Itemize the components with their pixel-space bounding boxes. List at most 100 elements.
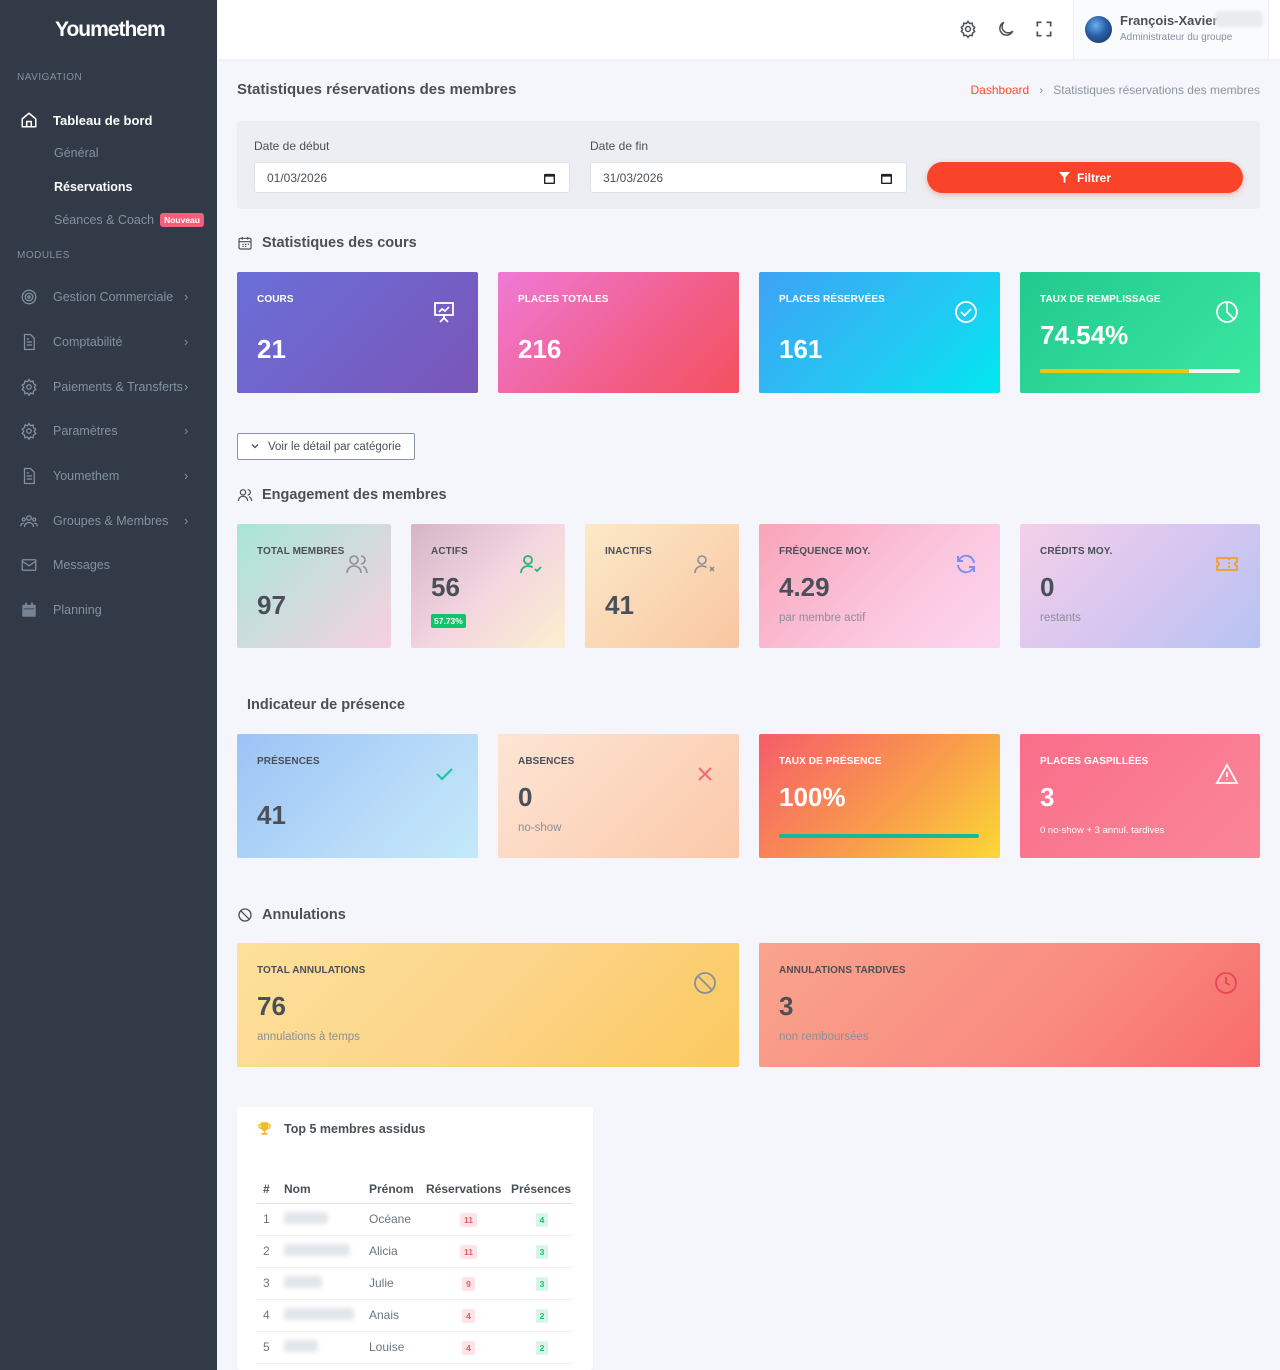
calendar-icon — [238, 237, 252, 250]
stat-card-inactifs: INACTIFS 41 — [585, 524, 739, 648]
sidebar-sub-reservations[interactable]: Réservations — [54, 180, 133, 194]
filter-button-label: Filtrer — [1076, 170, 1111, 185]
col-presences: Présences — [511, 1175, 573, 1204]
section-title-text: Statistiques des cours — [262, 235, 417, 251]
sidebar-sub-seances[interactable]: Séances & Coach Nouveau — [54, 213, 204, 227]
fill-rate-progress — [1040, 369, 1240, 373]
sidebar-item-dashboard[interactable]: Tableau de bord — [0, 105, 217, 135]
chevron-right-icon: › — [184, 423, 189, 438]
chevron-down-icon — [251, 444, 259, 449]
calendar-icon[interactable] — [881, 173, 892, 184]
stat-card-total-annulations: TOTAL ANNULATIONS 76 annulations à temps — [237, 943, 739, 1067]
redacted-name — [284, 1307, 354, 1320]
presences-cell: 2 — [511, 1331, 573, 1364]
sidebar-item-parametres[interactable]: Paramètres › — [0, 416, 217, 446]
ticket-icon — [1216, 557, 1238, 571]
breadcrumb-dashboard-link[interactable]: Dashboard — [970, 83, 1030, 97]
users-icon — [20, 512, 38, 530]
ban-icon — [238, 908, 252, 922]
sidebar: Youmethem NAVIGATION Tableau de bord Gén… — [0, 0, 217, 1370]
table-row: 4 Anais 4 2 — [257, 1299, 573, 1332]
table-row: 5 Louise 4 2 — [257, 1331, 573, 1364]
settings-icon[interactable] — [958, 19, 978, 39]
new-badge: Nouveau — [160, 213, 204, 227]
stat-label: ACTIFS — [431, 546, 468, 557]
filter-panel: Date de début 01/03/2026 Date de fin 31/… — [237, 121, 1260, 209]
nom-cell — [284, 1203, 369, 1236]
home-icon — [20, 111, 38, 129]
mail-icon — [20, 556, 38, 574]
presences-badge: 4 — [535, 1212, 549, 1227]
stat-label: FRÉQUENCE MOY. — [779, 546, 871, 557]
sidebar-item-label: Planning — [53, 603, 102, 617]
fullscreen-icon[interactable] — [1034, 19, 1054, 39]
sidebar-item-groupes-membres[interactable]: Groupes & Membres › — [0, 506, 217, 536]
category-detail-toggle[interactable]: Voir le détail par catégorie — [237, 433, 415, 460]
rank-cell: 2 — [257, 1235, 284, 1268]
presence-progress-bar — [779, 834, 979, 838]
filter-icon — [1058, 172, 1070, 183]
presences-badge: 2 — [535, 1308, 549, 1323]
start-date-input[interactable]: 01/03/2026 — [254, 162, 570, 193]
end-date-input[interactable]: 31/03/2026 — [590, 162, 907, 193]
trophy-icon — [258, 1122, 271, 1135]
reservations-badge: 9 — [462, 1276, 475, 1291]
app-logo[interactable]: Youmethem — [55, 18, 166, 41]
sidebar-sub-general[interactable]: Général — [54, 146, 99, 160]
stat-value: 161 — [779, 334, 823, 364]
refresh-icon — [957, 554, 975, 574]
stat-label: INACTIFS — [605, 546, 652, 557]
users-icon — [237, 489, 253, 502]
reservations-badge: 11 — [460, 1244, 477, 1259]
nom-cell — [284, 1331, 369, 1364]
presences-cell: 2 — [511, 1299, 573, 1332]
dark-mode-icon[interactable] — [996, 19, 1016, 39]
close-icon — [698, 767, 712, 781]
gear-icon — [20, 422, 38, 440]
calendar-icon[interactable] — [544, 173, 555, 184]
rank-cell: 4 — [257, 1299, 284, 1332]
chevron-right-icon: › — [184, 334, 189, 349]
page-title: Statistiques réservations des membres — [237, 81, 517, 98]
stat-value: 3 — [1040, 782, 1055, 812]
redacted-name — [284, 1243, 350, 1256]
presences-badge: 3 — [535, 1276, 549, 1291]
user-menu[interactable]: François-Xavier Administrateur du groupe — [1073, 0, 1269, 59]
stat-card-presences: PRÉSENCES 41 — [237, 734, 478, 858]
stat-value: 21 — [257, 334, 286, 364]
sidebar-item-gestion-commerciale[interactable]: Gestion Commerciale › — [0, 282, 217, 312]
user-x-icon — [694, 555, 715, 574]
reservations-cell: 11 — [426, 1203, 511, 1236]
sidebar-item-comptabilite[interactable]: Comptabilité › — [0, 327, 217, 357]
presentation-icon — [434, 302, 454, 323]
sidebar-item-label: Messages — [53, 558, 110, 572]
users-icon — [346, 555, 368, 574]
breadcrumb-current: Statistiques réservations des membres — [1053, 83, 1260, 97]
reservations-cell: 4 — [426, 1299, 511, 1332]
stat-label: TOTAL ANNULATIONS — [257, 965, 366, 976]
presences-cell: 3 — [511, 1267, 573, 1300]
stat-label: ANNULATIONS TARDIVES — [779, 965, 906, 976]
prenom-cell: Louise — [369, 1331, 426, 1364]
stat-label: TAUX DE REMPLISSAGE — [1040, 294, 1161, 305]
sidebar-item-paiements[interactable]: Paiements & Transferts › — [0, 372, 217, 402]
reservations-cell: 11 — [426, 1235, 511, 1268]
section-courses-title: Statistiques des cours — [237, 235, 417, 251]
stat-card-total-membres: TOTAL MEMBRES 97 — [237, 524, 391, 648]
sidebar-item-messages[interactable]: Messages — [0, 550, 217, 580]
presences-badge: 2 — [535, 1340, 549, 1355]
breadcrumb: Dashboard › Statistiques réservations des … — [971, 83, 1260, 97]
stat-subtext: 0 no-show + 3 annul. tardives — [1040, 825, 1165, 836]
section-title-text: Engagement des membres — [262, 487, 447, 503]
filter-button[interactable]: Filtrer — [927, 162, 1243, 193]
prenom-cell: Julie — [369, 1267, 426, 1300]
rank-cell: 1 — [257, 1203, 284, 1236]
sidebar-item-planning[interactable]: Planning — [0, 595, 217, 625]
user-name: François-Xavier — [1120, 13, 1218, 28]
reservations-cell: 9 — [426, 1267, 511, 1300]
modules-heading: MODULES — [17, 250, 70, 261]
chevron-right-icon: › — [184, 468, 189, 483]
sidebar-item-youmethem[interactable]: Youmethem › — [0, 461, 217, 491]
chevron-right-icon: › — [184, 513, 189, 528]
sidebar-item-label: Youmethem — [53, 469, 120, 483]
